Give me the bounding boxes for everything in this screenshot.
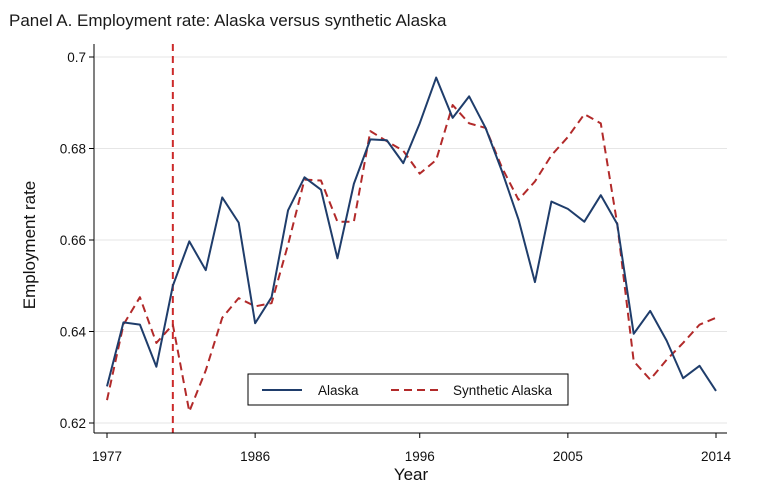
plot-area xyxy=(94,44,727,433)
legend-label-synthetic-alaska: Synthetic Alaska xyxy=(453,383,553,398)
x-axis-ticks: 1977 1986 1996 2005 2014 xyxy=(92,433,732,464)
legend: Alaska Synthetic Alaska xyxy=(247,373,569,406)
legend-label-alaska: Alaska xyxy=(318,383,359,398)
y-tick-label: 0.62 xyxy=(60,416,86,431)
y-tick-label: 0.64 xyxy=(60,325,87,340)
x-tick-label: 1986 xyxy=(240,449,270,464)
y-axis-ticks: 0.62 0.64 0.66 0.68 0.7 xyxy=(60,50,94,431)
gridlines xyxy=(95,56,727,424)
chart-title: Panel A. Employment rate: Alaska versus … xyxy=(9,11,447,30)
y-tick-label: 0.7 xyxy=(67,50,86,65)
y-tick-label: 0.68 xyxy=(60,142,86,157)
series-line-alaska xyxy=(106,76,717,392)
series-layer xyxy=(106,76,717,413)
x-tick-label: 1996 xyxy=(405,449,435,464)
y-tick-label: 0.66 xyxy=(60,233,86,248)
series-line-synthetic-alaska xyxy=(106,104,717,413)
x-tick-label: 1977 xyxy=(92,449,122,464)
y-axis-title: Employment rate xyxy=(20,181,39,310)
x-tick-label: 2005 xyxy=(553,449,583,464)
x-tick-label: 2014 xyxy=(701,449,732,464)
x-axis-title: Year xyxy=(394,465,429,484)
